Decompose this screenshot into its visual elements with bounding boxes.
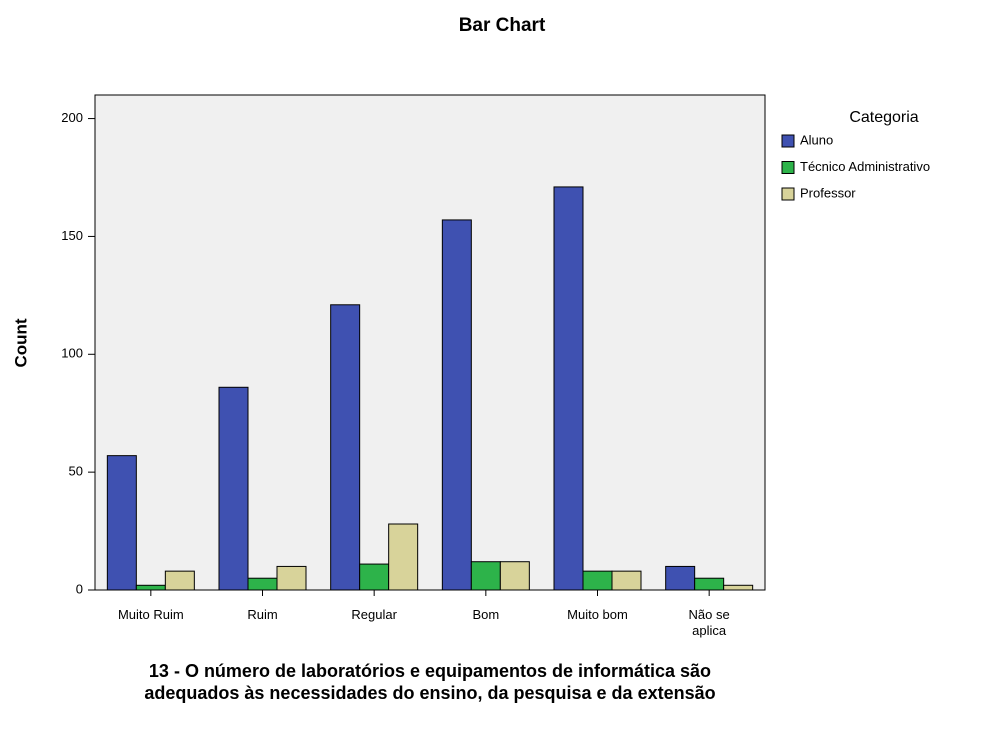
legend-label: Professor <box>800 185 856 200</box>
y-tick-label: 100 <box>61 346 83 361</box>
chart-title: Bar Chart <box>459 15 546 36</box>
bar <box>359 563 390 591</box>
bar <box>553 186 584 591</box>
bar <box>441 219 472 591</box>
legend-label: Aluno <box>800 132 833 147</box>
bar <box>470 561 501 591</box>
legend-swatch <box>781 187 795 201</box>
bar <box>247 577 278 591</box>
x-tick-label: Muito bom <box>567 607 628 622</box>
bar <box>723 584 754 591</box>
bar <box>499 561 530 591</box>
x-tick-label: Regular <box>351 607 397 622</box>
bar <box>665 565 696 591</box>
y-axis-title: Count <box>11 318 30 367</box>
bar <box>388 523 419 591</box>
y-tick-label: 200 <box>61 110 83 125</box>
x-tick-label: Muito Ruim <box>117 607 184 622</box>
bar <box>135 584 166 591</box>
bar <box>276 565 307 591</box>
legend-swatch <box>781 161 795 174</box>
bar <box>611 570 642 591</box>
x-tick-label: Ruim <box>247 607 278 622</box>
x-tick-label: Não se aplica <box>688 607 730 638</box>
bar <box>106 455 137 591</box>
bar <box>330 304 361 591</box>
legend-label: Técnico Administrativo <box>800 159 930 174</box>
x-axis-title: 13 - O número de laboratórios e equipame… <box>144 661 716 703</box>
plot-area <box>94 94 766 591</box>
y-tick-label: 50 <box>69 464 83 479</box>
x-tick-label: Bom <box>472 607 500 622</box>
bar <box>582 570 613 591</box>
bar <box>164 570 195 591</box>
bar <box>218 386 249 591</box>
bar <box>694 577 725 591</box>
y-tick-label: 150 <box>61 228 83 243</box>
legend-swatch <box>781 134 795 148</box>
legend-title: Categoria <box>849 109 918 126</box>
y-tick-label: 0 <box>76 581 83 596</box>
